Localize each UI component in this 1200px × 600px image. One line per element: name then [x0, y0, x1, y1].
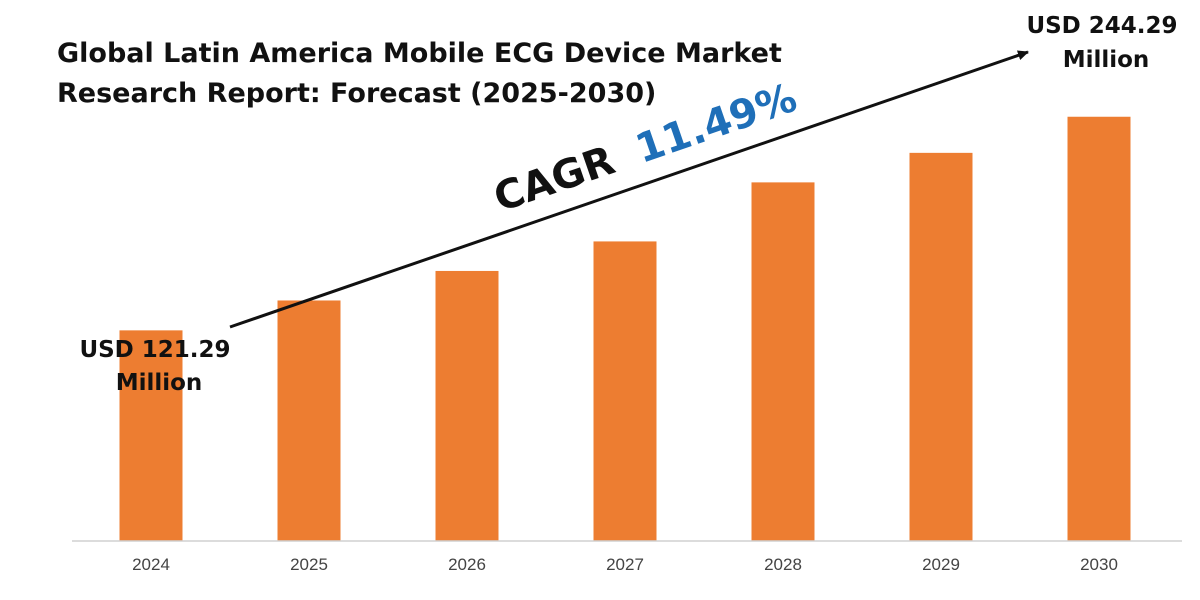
start-value-label: USD 121.29 Million [79, 337, 238, 396]
bar-2029 [909, 152, 973, 542]
x-tick-label-2026: 2026 [448, 555, 486, 574]
bar-2027 [593, 241, 657, 542]
start-value-label-line-2: Million [116, 370, 203, 396]
x-tick-label-2024: 2024 [132, 555, 170, 574]
x-tick-label-2025: 2025 [290, 555, 328, 574]
x-tick-label-2029: 2029 [922, 555, 960, 574]
end-value-label-line-2: Million [1063, 47, 1150, 73]
chart-title: Global Latin America Mobile ECG Device M… [57, 38, 791, 109]
x-tick-labels: 2024 2025 2026 2027 2028 2029 2030 [132, 555, 1118, 574]
bar-2025 [277, 300, 341, 541]
chart-title-line-1: Global Latin America Mobile ECG Device M… [57, 38, 782, 69]
bar-2026 [435, 270, 499, 541]
bar-2028 [751, 182, 815, 541]
x-tick-label-2027: 2027 [606, 555, 644, 574]
growth-arrow [229, 50, 1029, 329]
cagr-word: CAGR [488, 138, 620, 222]
x-tick-label-2030: 2030 [1080, 555, 1118, 574]
end-value-label-line-1: USD 244.29 [1026, 13, 1177, 39]
bar-2024 [119, 330, 183, 541]
bars-group [119, 116, 1131, 542]
end-value-label: USD 244.29 Million [1026, 13, 1185, 73]
bar-2030 [1067, 116, 1131, 542]
x-tick-label-2028: 2028 [764, 555, 802, 574]
start-value-label-line-1: USD 121.29 [79, 337, 230, 363]
chart-title-line-2: Research Report: Forecast (2025-2030) [57, 78, 656, 109]
